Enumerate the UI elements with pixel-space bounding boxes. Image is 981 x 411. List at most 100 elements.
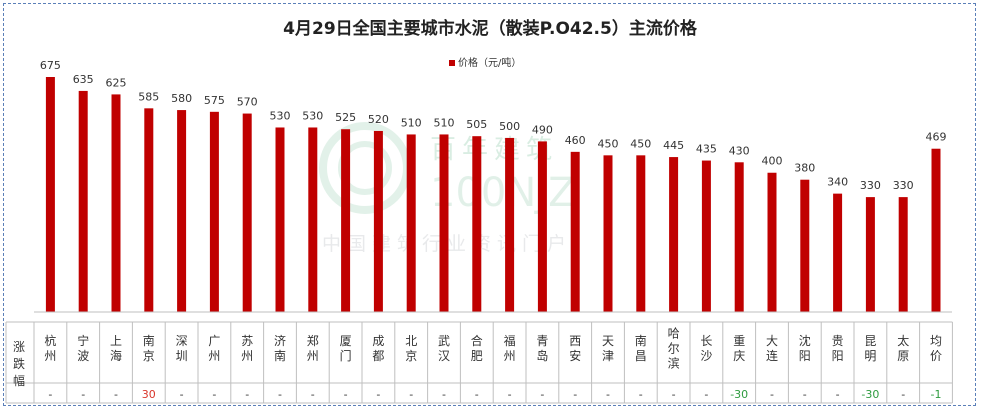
value-label-12: 510: [434, 116, 455, 129]
change-cell-5: -: [212, 388, 216, 401]
value-label-21: 430: [729, 144, 750, 157]
value-label-2: 625: [106, 76, 127, 89]
value-label-16: 460: [565, 134, 586, 147]
bar-23: [800, 179, 810, 312]
row-header-char-0: 涨: [13, 339, 25, 354]
category-label-12: 武汉: [438, 334, 450, 363]
bar-10: [373, 130, 383, 312]
change-cell-4: -: [180, 388, 184, 401]
category-label-2: 上海: [110, 334, 122, 363]
value-label-11: 510: [401, 116, 422, 129]
change-cell-24: -: [836, 388, 840, 401]
value-label-3: 585: [138, 90, 159, 103]
change-cell-13: -: [475, 388, 479, 401]
category-label-17: 天津: [602, 334, 614, 363]
bar-19: [669, 157, 679, 312]
value-label-8: 530: [302, 109, 323, 122]
category-label-18: 南昌: [635, 333, 647, 363]
change-cell-21: -30: [730, 388, 748, 401]
bar-4: [177, 110, 187, 313]
bar-22: [767, 172, 777, 312]
change-cell-17: -: [606, 388, 610, 401]
bar-25: [865, 197, 875, 312]
category-label-16: 西安: [569, 334, 581, 363]
row-header-char-1: 跌: [13, 356, 25, 371]
watermark-logo-ring: [338, 141, 392, 195]
watermark: 百年建筑100NJZ中国建筑行业资讯门户: [319, 122, 575, 255]
value-label-27: 469: [926, 131, 947, 144]
bar-18: [636, 155, 646, 312]
value-label-15: 490: [532, 123, 553, 136]
change-cell-20: -: [704, 388, 708, 401]
category-label-23: 沈阳: [799, 333, 811, 363]
bar-16: [570, 151, 580, 312]
change-cell-9: -: [344, 388, 348, 401]
change-cell-6: -: [245, 388, 249, 401]
value-label-6: 570: [237, 96, 258, 109]
change-cell-2: -: [114, 388, 118, 401]
bar-7: [275, 127, 285, 313]
bar-20: [701, 160, 711, 312]
bar-26: [898, 197, 908, 312]
category-label-1: 宁波: [77, 333, 89, 363]
value-label-10: 520: [368, 113, 389, 126]
value-label-0: 675: [40, 59, 61, 72]
value-label-1: 635: [73, 73, 94, 86]
category-label-22: 大连: [766, 334, 778, 363]
bar-8: [308, 127, 318, 313]
change-cell-26: -: [901, 388, 905, 401]
value-label-23: 380: [794, 162, 815, 175]
category-label-3: 南京: [143, 333, 155, 363]
value-label-14: 500: [499, 120, 520, 133]
change-cell-8: -: [311, 388, 315, 401]
category-label-24: 贵阳: [832, 334, 844, 363]
value-label-18: 450: [630, 137, 651, 150]
bar-13: [472, 136, 482, 312]
value-label-9: 525: [335, 111, 356, 124]
bar-2: [111, 94, 121, 312]
change-cell-19: -: [672, 388, 676, 401]
bar-12: [439, 134, 449, 312]
category-label-27: 均价: [930, 334, 942, 363]
change-cell-16: -: [573, 388, 577, 401]
value-label-13: 505: [466, 118, 487, 131]
category-label-13: 合肥: [471, 333, 483, 363]
change-cell-25: -30: [861, 388, 879, 401]
legend-label: 价格（元/吨）: [458, 56, 521, 69]
change-cell-27: -1: [931, 388, 942, 401]
category-label-15: 青岛: [536, 334, 548, 363]
category-label-10: 成都: [372, 334, 384, 363]
watermark-brand: 百年建筑: [430, 135, 558, 165]
bar-15: [537, 141, 547, 312]
value-label-17: 450: [598, 137, 619, 150]
change-cell-23: -: [803, 388, 807, 401]
category-label-8: 郑州: [307, 333, 319, 363]
change-cell-14: -: [508, 388, 512, 401]
value-label-4: 580: [171, 92, 192, 105]
category-label-0: 杭州: [44, 333, 56, 363]
category-label-9: 厦门: [340, 334, 352, 363]
value-label-24: 340: [827, 176, 848, 189]
category-label-5: 广州: [208, 334, 220, 363]
bar-21: [734, 162, 744, 312]
bar-27: [931, 148, 941, 312]
change-cell-1: -: [81, 388, 85, 401]
bar-1: [78, 90, 88, 312]
category-label-21: 重庆: [733, 334, 745, 363]
value-label-26: 330: [893, 179, 914, 192]
change-cell-3: 30: [142, 388, 156, 401]
change-cell-12: -: [442, 388, 446, 401]
category-label-6: 苏州: [241, 334, 253, 363]
category-label-26: 太原: [897, 333, 909, 363]
bar-0: [45, 77, 55, 312]
category-label-7: 济南: [274, 333, 286, 363]
legend-swatch: [449, 60, 455, 66]
bar-5: [209, 111, 219, 312]
change-cell-0: -: [48, 388, 52, 401]
watermark-code: 100NJZ: [430, 170, 575, 216]
value-label-5: 575: [204, 94, 225, 107]
bar-24: [833, 193, 843, 312]
change-cell-11: -: [409, 388, 413, 401]
value-label-22: 400: [762, 155, 783, 168]
